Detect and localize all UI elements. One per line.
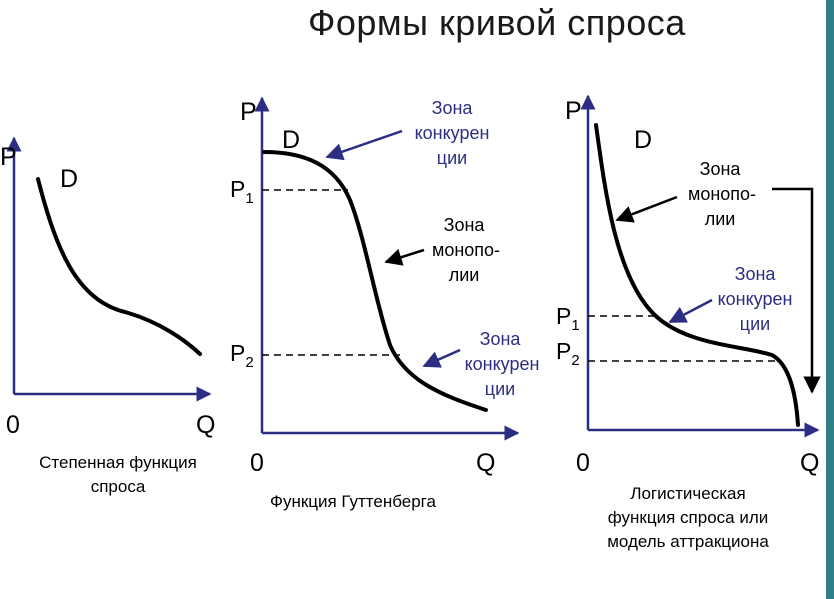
caption-line-3: модель аттракциона [607,532,769,551]
origin-label: 0 [250,449,264,477]
arrow-zone-competition-top [325,129,403,161]
arrow-zone-competition [668,298,713,324]
svg-text:Зона: Зона [480,329,522,349]
caption-line-2: спроса [91,477,146,496]
svg-text:Зона: Зона [432,98,474,118]
panel-power-demand: P Q 0 D Степенная функция спроса [0,136,215,496]
svg-text:монопо-: монопо- [432,240,500,260]
slide-edge-stripe [826,0,834,599]
arrow-zone-monopoly-left [615,195,678,223]
curve-label-d: D [60,165,78,193]
zone-competition-bottom: Зона конкурен ции [422,329,540,399]
svg-text:конкурен: конкурен [718,289,793,309]
y-axis-label: P [240,98,257,126]
svg-text:Зона: Зона [735,264,777,284]
caption: Функция Гуттенберга [270,492,436,511]
svg-text:Зона: Зона [444,215,486,235]
p1-label: P1 [230,176,254,207]
caption-line-1: Логистическая [630,484,745,503]
p2-label: P2 [230,340,254,371]
demand-curve [262,150,488,412]
origin-label: 0 [576,449,590,477]
arrow-zone-competition-bottom [422,348,461,368]
slide-title: Формы кривой спроса [308,2,686,43]
arrow-zone-monopoly-right [772,187,821,394]
svg-text:ции: ции [485,379,515,399]
p1-label: P1 [556,303,580,334]
curve-label-d: D [282,126,300,154]
y-axis-label: P [0,143,17,171]
svg-text:ции: ции [740,314,770,334]
x-axis-label: Q [476,449,495,477]
y-axis-label: P [565,97,582,125]
zone-competition-top: Зона конкурен ции [325,98,490,168]
origin-label: 0 [6,411,20,439]
panel-logistic-demand: P Q 0 P1 P2 D Зона монопо- лии Зона конк… [556,94,821,551]
svg-text:монопо-: монопо- [688,184,756,204]
x-axis-label: Q [196,411,215,439]
curve-label-d: D [634,126,652,154]
x-axis-label: Q [800,449,819,477]
svg-text:лии: лии [705,209,736,229]
caption-line-2: функция спроса или [608,508,769,527]
zone-competition: Зона конкурен ции [668,264,793,334]
svg-text:конкурен: конкурен [415,123,490,143]
p2-label: P2 [556,338,580,369]
svg-text:ции: ции [437,148,467,168]
zone-monopoly: Зона монопо- лии [615,159,821,394]
panel-gutenberg-function: P Q 0 P1 P2 D Зона конкурен ции Зона мон… [230,96,540,511]
caption-line-1: Степенная функция [39,453,197,472]
arrow-zone-monopoly [384,248,425,266]
svg-text:лии: лии [449,265,480,285]
zone-monopoly: Зона монопо- лии [384,215,500,285]
demand-curve [36,177,202,356]
svg-text:конкурен: конкурен [465,354,540,374]
svg-text:Зона: Зона [700,159,742,179]
demand-curve [594,123,800,427]
